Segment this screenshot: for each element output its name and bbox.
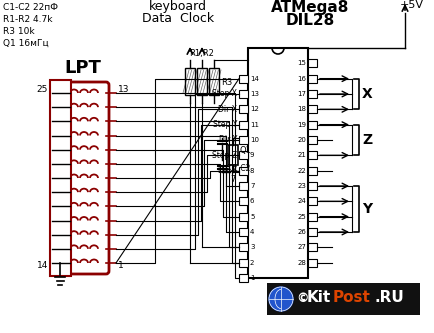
Text: LPT: LPT bbox=[65, 59, 102, 77]
Text: 19: 19 bbox=[297, 122, 306, 128]
Text: 14: 14 bbox=[250, 76, 259, 82]
Bar bbox=[239, 90, 248, 98]
Text: 14: 14 bbox=[36, 261, 48, 270]
Text: 9: 9 bbox=[250, 152, 254, 158]
Text: 12: 12 bbox=[250, 106, 259, 112]
Bar bbox=[239, 243, 248, 251]
Text: Data  Clock: Data Clock bbox=[142, 12, 214, 25]
Text: Q1 16мГц: Q1 16мГц bbox=[3, 39, 49, 48]
Text: Dir Y: Dir Y bbox=[219, 136, 237, 145]
Text: 7: 7 bbox=[250, 183, 254, 189]
Text: 10: 10 bbox=[250, 137, 259, 143]
Text: 2: 2 bbox=[250, 260, 254, 266]
Text: 21: 21 bbox=[297, 152, 306, 158]
Bar bbox=[239, 121, 248, 129]
Bar bbox=[239, 274, 248, 282]
Bar bbox=[239, 167, 248, 175]
Bar bbox=[239, 151, 248, 159]
Bar bbox=[308, 259, 317, 267]
Text: R1-R2 4.7k: R1-R2 4.7k bbox=[3, 15, 53, 24]
Bar bbox=[308, 182, 317, 190]
Bar bbox=[308, 59, 317, 67]
Text: 1: 1 bbox=[250, 275, 254, 281]
Text: ©: © bbox=[296, 291, 309, 304]
Bar bbox=[239, 228, 248, 236]
Bar bbox=[308, 197, 317, 205]
Text: Y: Y bbox=[362, 202, 372, 216]
Text: .RU: .RU bbox=[374, 290, 404, 305]
Bar bbox=[239, 259, 248, 267]
Text: 13: 13 bbox=[118, 86, 129, 95]
Bar bbox=[308, 75, 317, 83]
Text: 15: 15 bbox=[297, 60, 306, 66]
Text: 1: 1 bbox=[118, 261, 124, 270]
Text: 17: 17 bbox=[297, 91, 306, 97]
Text: 28: 28 bbox=[297, 260, 306, 266]
Text: C1,C2: C1,C2 bbox=[229, 164, 251, 173]
Text: Kit: Kit bbox=[307, 290, 331, 305]
Text: 6: 6 bbox=[250, 198, 254, 204]
Text: Z: Z bbox=[362, 133, 372, 147]
Bar bbox=[308, 243, 317, 251]
Bar bbox=[239, 213, 248, 221]
Bar bbox=[197, 68, 207, 95]
Text: X: X bbox=[362, 87, 373, 101]
Text: C1-C2 22пФ: C1-C2 22пФ bbox=[3, 3, 58, 12]
Bar bbox=[239, 136, 248, 144]
Text: ATMega8: ATMega8 bbox=[271, 0, 349, 15]
Bar bbox=[308, 167, 317, 175]
Text: Dir X: Dir X bbox=[218, 105, 237, 114]
Text: 16: 16 bbox=[297, 76, 306, 82]
Text: 25: 25 bbox=[36, 86, 48, 95]
Text: 5: 5 bbox=[250, 214, 254, 220]
Bar bbox=[228, 145, 238, 165]
Bar bbox=[185, 68, 195, 95]
Text: R3: R3 bbox=[221, 78, 232, 87]
Text: 22: 22 bbox=[297, 168, 306, 174]
Text: 3: 3 bbox=[250, 244, 254, 250]
Text: 11: 11 bbox=[250, 122, 259, 128]
Bar bbox=[308, 136, 317, 144]
Text: DIL28: DIL28 bbox=[286, 13, 335, 28]
Text: 27: 27 bbox=[297, 244, 306, 250]
Bar bbox=[308, 105, 317, 113]
Bar bbox=[239, 105, 248, 113]
Text: R3 10k: R3 10k bbox=[3, 27, 35, 36]
Bar bbox=[308, 228, 317, 236]
Text: Post: Post bbox=[333, 290, 371, 305]
Text: 18: 18 bbox=[297, 106, 306, 112]
Text: 13: 13 bbox=[250, 91, 259, 97]
Bar bbox=[50, 80, 71, 276]
Text: 24: 24 bbox=[297, 198, 306, 204]
Text: Step Z: Step Z bbox=[212, 151, 237, 160]
Text: 8: 8 bbox=[250, 168, 254, 174]
Text: 25: 25 bbox=[297, 214, 306, 220]
Bar bbox=[308, 151, 317, 159]
Bar bbox=[308, 121, 317, 129]
Bar bbox=[308, 90, 317, 98]
FancyBboxPatch shape bbox=[67, 82, 109, 274]
Bar bbox=[239, 75, 248, 83]
Bar bbox=[209, 68, 219, 95]
Text: 20: 20 bbox=[297, 137, 306, 143]
Text: Dir Z: Dir Z bbox=[218, 166, 237, 175]
Text: Step Y: Step Y bbox=[213, 120, 237, 129]
Text: R1,R2: R1,R2 bbox=[190, 49, 214, 58]
Text: +5V: +5V bbox=[400, 0, 424, 10]
Text: 23: 23 bbox=[297, 183, 306, 189]
Text: 7: 7 bbox=[230, 175, 236, 184]
Bar bbox=[239, 197, 248, 205]
Text: keyboard: keyboard bbox=[149, 0, 207, 13]
Text: Q1: Q1 bbox=[240, 146, 252, 155]
Circle shape bbox=[269, 287, 293, 311]
Bar bbox=[308, 213, 317, 221]
Text: Step X: Step X bbox=[212, 90, 237, 99]
Bar bbox=[239, 182, 248, 190]
Text: 26: 26 bbox=[297, 229, 306, 235]
Bar bbox=[267, 283, 420, 315]
Text: 4: 4 bbox=[250, 229, 254, 235]
Bar bbox=[248, 48, 308, 278]
